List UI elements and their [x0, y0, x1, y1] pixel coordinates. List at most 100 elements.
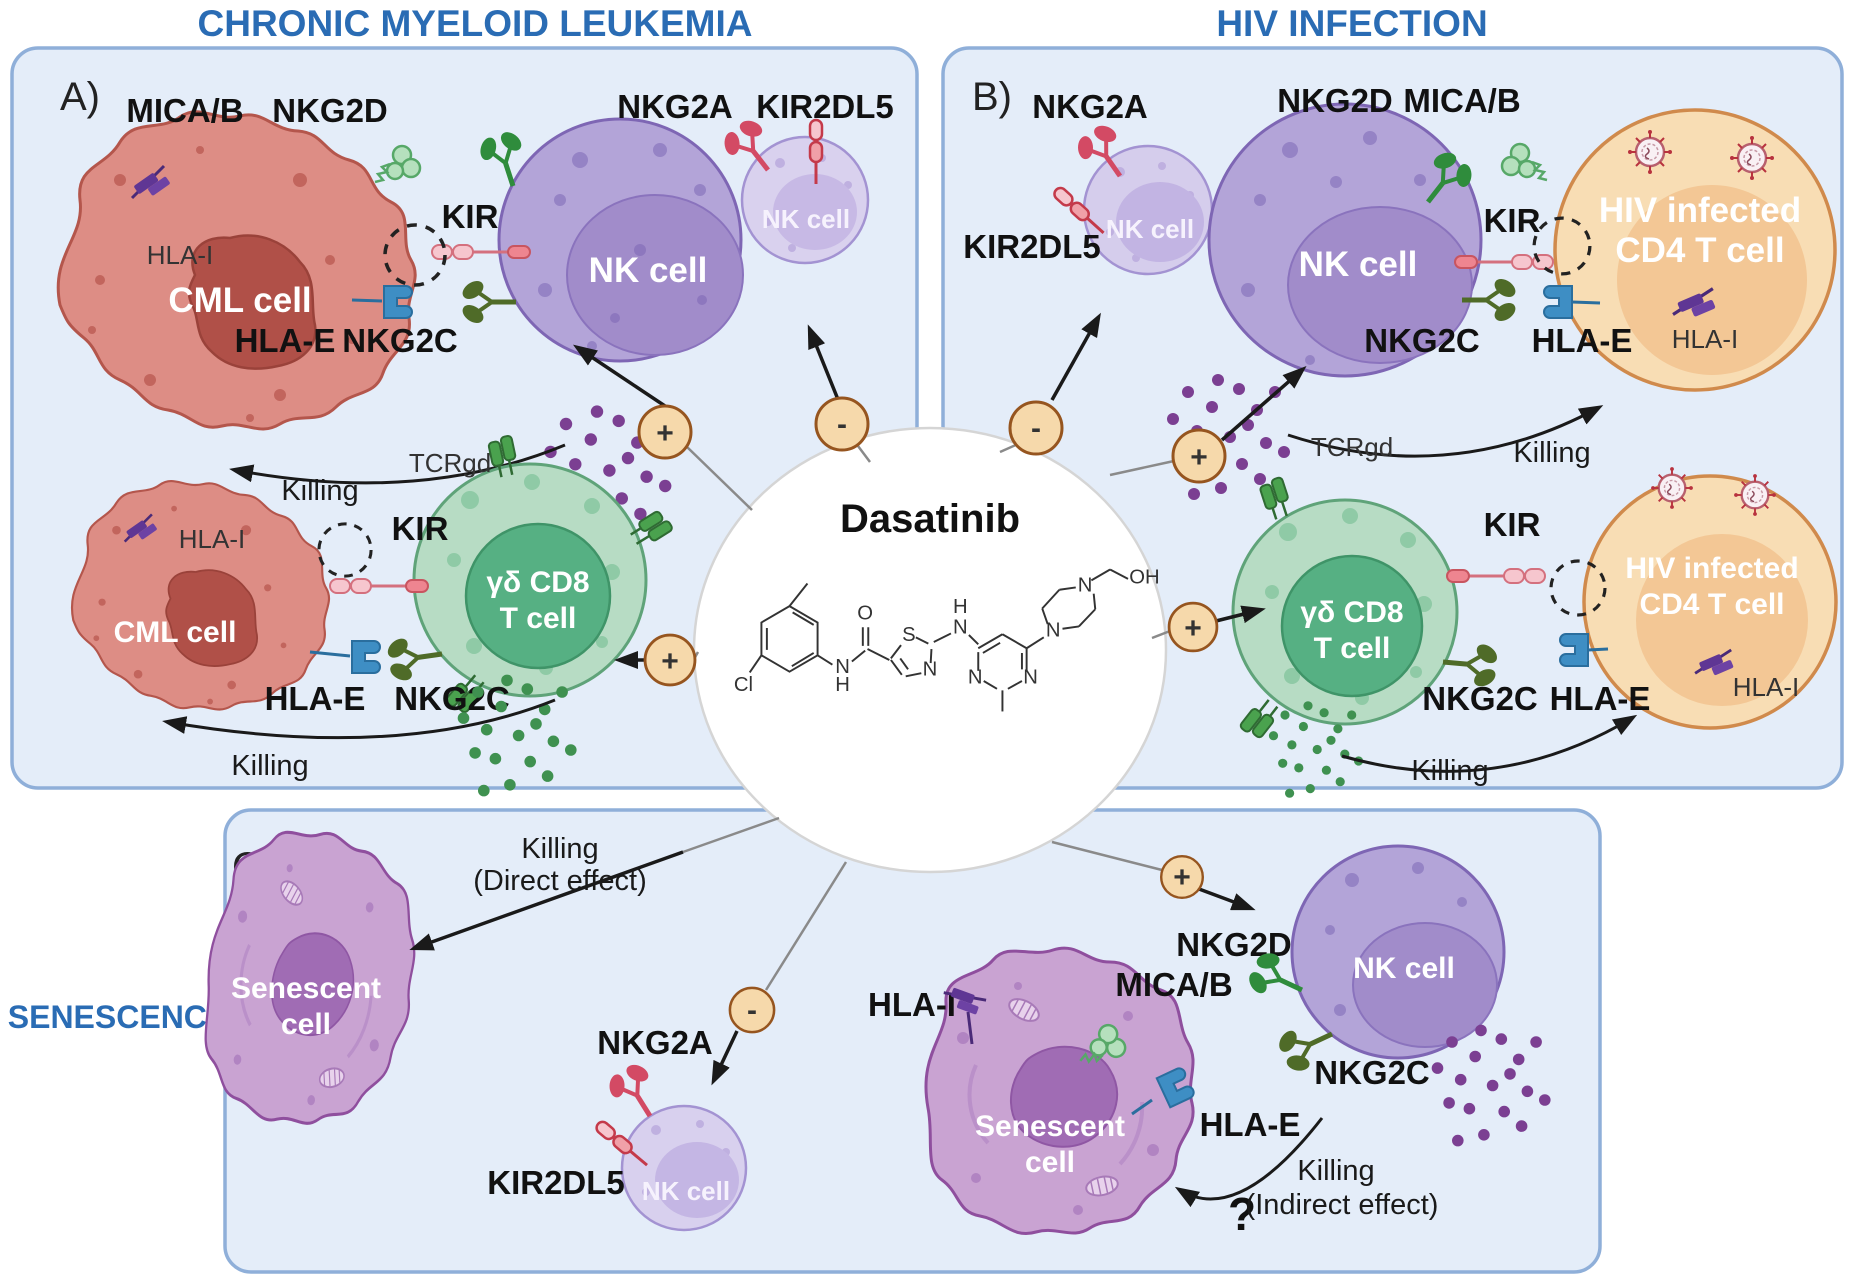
- killing-label: Killing: [281, 475, 358, 507]
- kir-label: KIR: [1484, 202, 1541, 239]
- atom-h-amide: H: [835, 674, 850, 696]
- senescent-label-line1: Senescent: [975, 1110, 1125, 1143]
- activation-arrow: [1215, 605, 1266, 624]
- killing-direct-label-line2: (Direct effect): [473, 865, 647, 897]
- hla-e-stem: [309, 650, 351, 658]
- nkg2c-label: NKG2C: [394, 680, 510, 717]
- nkg2c-label: NKG2C: [342, 322, 458, 359]
- atom-oh: OH: [1129, 567, 1159, 589]
- kir2dl5-label: KIR2DL5: [963, 228, 1101, 265]
- atom-h-link: H: [953, 596, 968, 618]
- nk-cell-label: NK cell: [1106, 214, 1194, 244]
- hiv-cd4-cell-bottom: [1582, 465, 1838, 730]
- senescent-label-line2: cell: [1025, 1146, 1075, 1179]
- nkg2a-label: NKG2A: [597, 1024, 713, 1061]
- plus-circle: +: [1171, 428, 1227, 484]
- killing-direct-label-line1: Killing: [521, 833, 598, 865]
- hiv-cell-label-line2: CD4 T cell: [1639, 588, 1784, 621]
- gd-cd8-label-line2: T cell: [1314, 632, 1391, 665]
- atom-n-piperazine-a: N: [1046, 620, 1061, 642]
- atom-n-link: N: [953, 616, 968, 638]
- nk-cell-a-big: [497, 117, 744, 363]
- hla-i-label: HLA-I: [1733, 672, 1799, 702]
- senescent-label-line2: cell: [281, 1008, 331, 1041]
- nk-cell-label: NK cell: [642, 1176, 730, 1206]
- drug-name: Dasatinib: [840, 497, 1020, 541]
- killing-arrow: [229, 443, 566, 485]
- gd-cd8-t-cell-a: [412, 462, 648, 698]
- plus-circle: +: [637, 404, 693, 460]
- killing-arrow: [162, 698, 556, 740]
- atom-n-amide: N: [835, 656, 850, 678]
- nk-cell-label: NK cell: [589, 251, 708, 290]
- nk-cell-b-big: [1207, 102, 1483, 378]
- hla-i-label: HLA-I: [147, 240, 213, 270]
- hiv-cell-label-line2: CD4 T cell: [1615, 231, 1784, 270]
- plus-circle: +: [1167, 601, 1219, 653]
- hla-e-label: HLA-E: [1550, 680, 1651, 717]
- title-cml: CHRONIC MYELOID LEUKEMIA: [198, 3, 753, 44]
- killing-arrow: [1341, 714, 1638, 773]
- gd-cd8-label-line1: γδ CD8: [1300, 596, 1403, 629]
- hla-i-label: HLA-I: [868, 986, 956, 1023]
- killing-label: Killing: [1513, 437, 1590, 469]
- atom-o: O: [857, 602, 873, 624]
- dasatinib-structure: Cl O N H S N H N N N N N OH: [734, 567, 1160, 712]
- plus-sign: +: [1184, 612, 1202, 645]
- hiv-cell-label-line1: HIV infected: [1625, 552, 1798, 585]
- killing-indirect-arrow: [1174, 1117, 1324, 1208]
- killing-indirect-label-line1: Killing: [1297, 1155, 1374, 1187]
- hla-e-label: HLA-E: [235, 322, 336, 359]
- title-hiv: HIV INFECTION: [1216, 3, 1487, 44]
- nkg2c-label: NKG2C: [1364, 322, 1480, 359]
- nk-cell-a-small: [740, 135, 870, 265]
- minus-circle: -: [1008, 400, 1064, 456]
- kir2dl5-label: KIR2DL5: [756, 88, 894, 125]
- activation-arrow: [1220, 366, 1307, 442]
- hla-i-label: HLA-I: [1672, 324, 1738, 354]
- mica-b-label: MICA/B: [126, 92, 243, 129]
- kir-label: KIR: [1484, 506, 1541, 543]
- kir-label: KIR: [442, 198, 499, 235]
- nk-cell-label: NK cell: [1353, 952, 1455, 985]
- killing-label: Killing: [231, 750, 308, 782]
- plus-sign: +: [1190, 441, 1208, 474]
- minus-sign: -: [747, 994, 757, 1027]
- tcrgd-label: TCRgd: [409, 448, 491, 478]
- drug-effect-arrows: [409, 312, 1307, 1086]
- nk-cell-b-small: [1082, 144, 1214, 276]
- hla-i-stem: [966, 1011, 974, 1045]
- plus-sign: +: [656, 417, 674, 450]
- nkg2d-label: NKG2D: [272, 92, 388, 129]
- atom-s: S: [902, 624, 916, 646]
- title-senescence: SENESCENCE: [8, 999, 229, 1035]
- minus-circle: -: [814, 396, 870, 452]
- hla-e-stem: [351, 298, 383, 303]
- hla-e-stem: [1587, 647, 1609, 652]
- hla-e-label: HLA-E: [1532, 322, 1633, 359]
- inhibition-arrow: [1050, 312, 1101, 401]
- nkg2d-label: NKG2D: [1277, 82, 1393, 119]
- nkg2c-label: NKG2C: [1422, 680, 1538, 717]
- plus-sign: +: [661, 645, 679, 678]
- killing-arrow: [1287, 405, 1604, 458]
- gd-cd8-t-cell-b: [1231, 498, 1459, 726]
- hla-e-stem: [1571, 300, 1601, 305]
- drug-bubble: [692, 426, 1168, 874]
- mica-b-label: MICA/B: [1115, 966, 1232, 1003]
- question-mark: ?: [1228, 1188, 1256, 1240]
- panel-b-letter: B): [972, 75, 1012, 119]
- tcrgd-label: TCRgd: [1311, 432, 1393, 462]
- kir-label: KIR: [392, 510, 449, 547]
- panel-a-letter: A): [60, 75, 100, 119]
- killing-indirect-label-line2: (Indirect effect): [1246, 1189, 1439, 1221]
- gd-cd8-label-line2: T cell: [500, 602, 577, 635]
- hiv-cd4-cell-top: [1553, 108, 1837, 392]
- cml-cell-label: CML cell: [114, 616, 237, 649]
- hiv-cell-label-line1: HIV infected: [1599, 191, 1801, 230]
- plus-sign: +: [1173, 861, 1191, 894]
- gd-cd8-label-line1: γδ CD8: [486, 566, 589, 599]
- minus-circle: -: [728, 986, 776, 1034]
- senescent-label-line1: Senescent: [231, 972, 381, 1005]
